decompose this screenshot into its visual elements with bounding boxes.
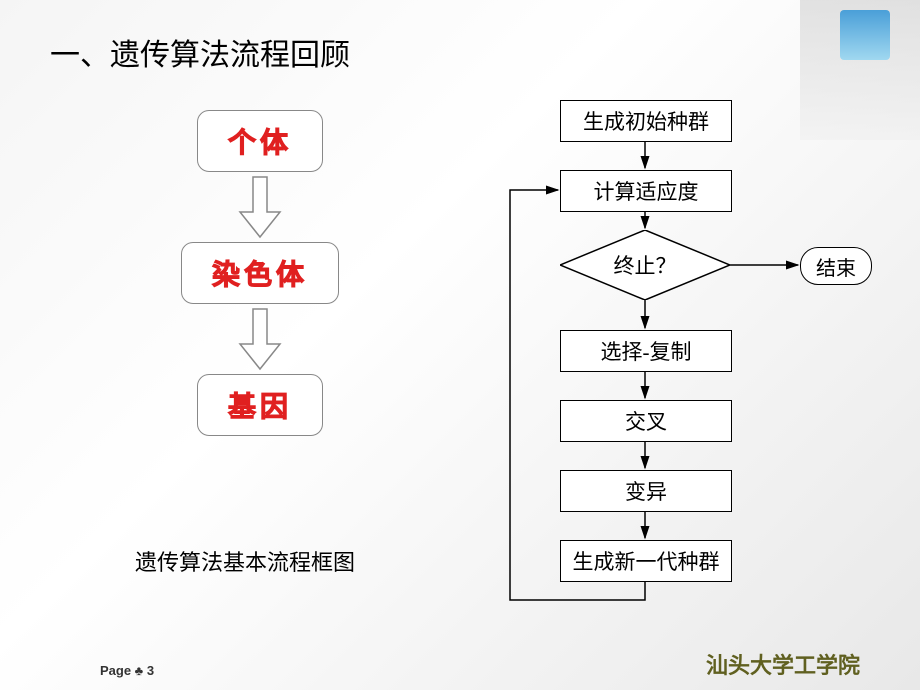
corner-sky-image: [840, 10, 890, 60]
diagram-caption: 遗传算法基本流程框图: [135, 545, 355, 577]
flow-node-fitness: 计算适应度: [560, 170, 732, 212]
concept-hierarchy: 个体 染色体 基因: [160, 110, 360, 436]
flow-node-end: 结束: [800, 247, 872, 285]
flow-node-newgen: 生成新一代种群: [560, 540, 732, 582]
slide-title: 一、遗传算法流程回顾: [50, 30, 350, 74]
flowchart: 生成初始种群 计算适应度 终止？ 选择-复制 交叉 变异 生成新一代种群 结束: [470, 90, 890, 650]
concept-box-2: 染色体: [181, 242, 339, 304]
flow-node-decision: 终止？: [560, 230, 730, 300]
university-footer: 汕头大学工学院: [706, 648, 860, 680]
down-arrow-icon: [235, 172, 285, 242]
page-number: Page ♣ 3: [100, 663, 154, 678]
flow-node-select: 选择-复制: [560, 330, 732, 372]
flow-node-init: 生成初始种群: [560, 100, 732, 142]
flow-node-crossover: 交叉: [560, 400, 732, 442]
concept-box-3: 基因: [197, 374, 323, 436]
down-arrow-icon: [235, 304, 285, 374]
concept-box-1: 个体: [197, 110, 323, 172]
flow-node-mutate: 变异: [560, 470, 732, 512]
decision-label: 终止？: [614, 250, 677, 280]
